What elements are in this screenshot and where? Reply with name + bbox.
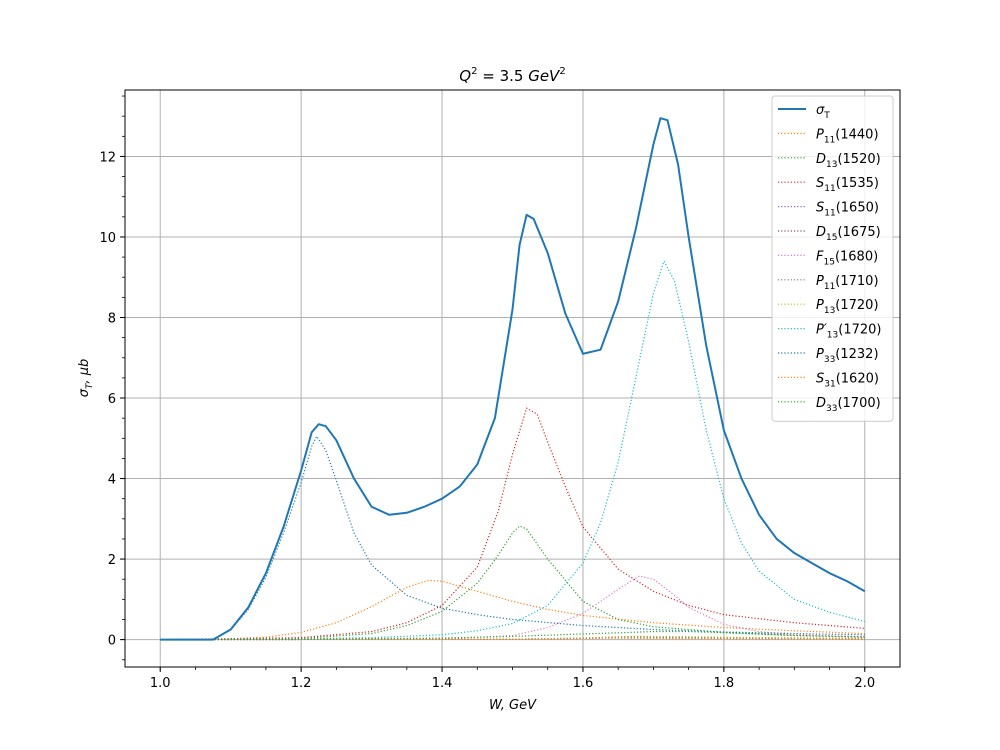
- legend-label: P11(1710): [816, 274, 879, 292]
- legend: σT P11(1440) D13(1520) S11(1535) S11(1650) D1…: [771, 95, 894, 422]
- series-line-p13-1720: [160, 635, 865, 641]
- x-tick-label: 1.8: [714, 676, 735, 691]
- legend-label: S31(1620): [816, 371, 879, 389]
- series-line-sigma-t: [160, 117, 866, 641]
- x-tick-label: 2.0: [854, 676, 875, 691]
- legend-label: D33(1700): [816, 396, 881, 414]
- x-axis-label: W, GeV: [489, 698, 537, 713]
- legend-label: σT: [816, 103, 830, 121]
- series-line-p11-1440: [160, 579, 865, 641]
- legend-label: P′13(1720): [816, 323, 881, 341]
- legend-label: F15(1680): [816, 249, 878, 267]
- legend-label: P11(1440): [816, 127, 879, 145]
- legend-label: P33(1232): [816, 347, 879, 365]
- y-axis-label: σT, μb: [77, 359, 95, 398]
- series-line-f15-1680: [160, 575, 865, 641]
- y-tick-label: 0: [108, 634, 116, 649]
- legend-label: D15(1675): [816, 225, 881, 243]
- legend-label: S11(1535): [816, 176, 879, 194]
- y-tick-label: 2: [108, 553, 116, 568]
- series-layer: [160, 117, 866, 641]
- x-tick-label: 1.4: [432, 676, 453, 691]
- series-line-p33-1232: [160, 435, 865, 641]
- series-line-d13-1520: [160, 525, 865, 641]
- legend-label: S11(1650): [816, 201, 879, 219]
- y-tick-label: 8: [108, 311, 116, 326]
- y-tick-label: 4: [108, 473, 116, 488]
- x-tick-label: 1.6: [573, 676, 594, 691]
- x-tick-label: 1.0: [150, 676, 171, 691]
- x-tick-label: 1.2: [291, 676, 312, 691]
- y-tick-label: 12: [99, 150, 116, 165]
- series-line-s11-1535: [160, 407, 865, 641]
- series-line-s31-1620: [160, 637, 865, 641]
- y-tick-label: 10: [99, 231, 116, 246]
- legend-label: P13(1720): [816, 298, 879, 316]
- legend-label: D13(1520): [816, 152, 881, 170]
- legend-box: [771, 95, 894, 422]
- series-line-d33-1700: [160, 630, 865, 641]
- axis-ticks: 1.0 1.2 1.4 1.6 1.8 2.0 0 2 4 6 8 10 12: [99, 95, 875, 691]
- chart-title: Q2 = 3.5 GeV2: [459, 66, 565, 85]
- y-tick-label: 6: [108, 392, 116, 407]
